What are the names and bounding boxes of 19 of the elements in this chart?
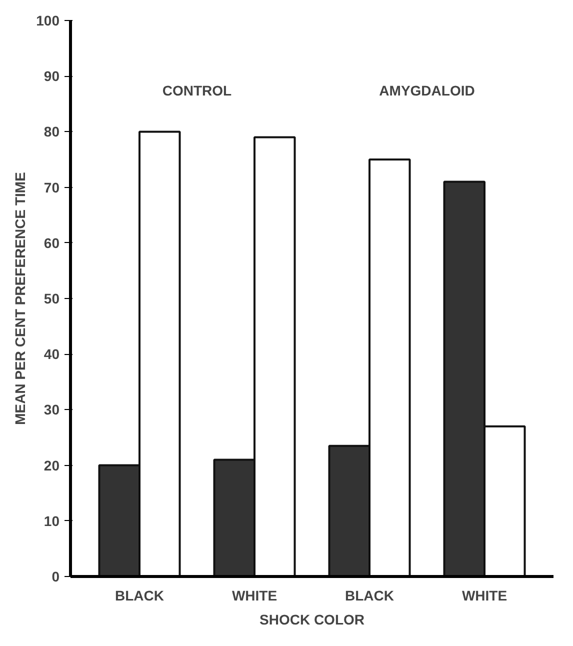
x-tick-label: WHITE [232, 588, 278, 604]
y-tick-label: 40 [44, 346, 60, 362]
x-tick-label: BLACK [345, 588, 394, 604]
annotation: CONTROL [162, 82, 232, 98]
y-tick-label: 20 [44, 457, 60, 474]
y-tick-label: 100 [36, 12, 60, 28]
x-tick-label: BLACK [115, 588, 164, 604]
y-tick-label: 90 [44, 68, 60, 84]
y-tick-label: 50 [44, 290, 60, 306]
y-tick-label: 80 [44, 124, 60, 140]
y-tick-label: 10 [44, 512, 60, 529]
y-tick-label: 0 [52, 568, 60, 584]
y-tick-label: 70 [44, 179, 60, 196]
x-tick-label: WHITE [462, 588, 508, 604]
annotation: AMYGDALOID [379, 82, 475, 98]
x-axis-title: SHOCK COLOR [260, 612, 364, 628]
y-axis-title: MEAN PER CENT PREFERENCE TIME [12, 172, 28, 425]
y-tick-label: 30 [44, 402, 60, 418]
y-tick-label: 60 [44, 234, 60, 251]
